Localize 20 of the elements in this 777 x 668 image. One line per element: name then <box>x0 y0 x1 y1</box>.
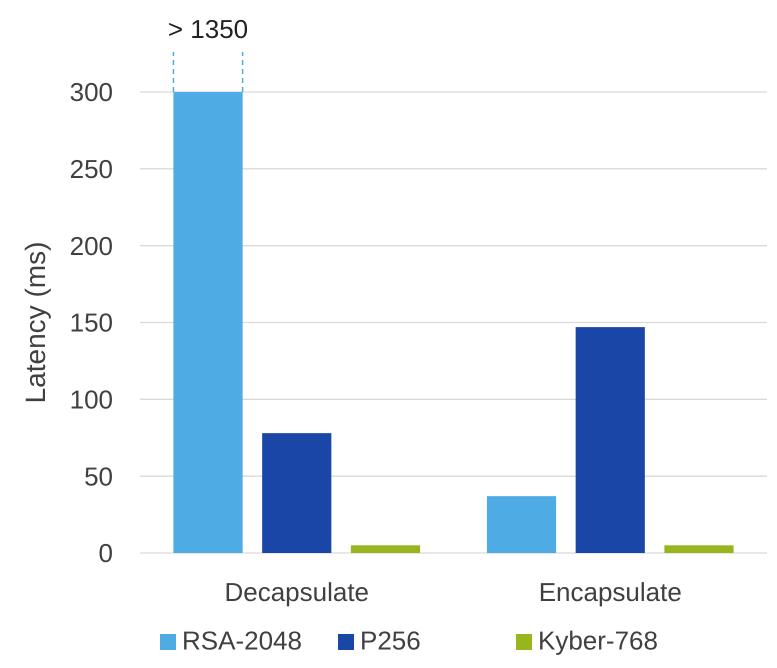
y-tick-label: 250 <box>70 154 113 184</box>
legend-label: P256 <box>360 625 421 656</box>
y-tick-label: 50 <box>84 461 113 492</box>
x-tick-label: Encapsulate <box>538 577 682 607</box>
legend-label: Kyber-768 <box>538 625 658 656</box>
y-axis-title: Latency (ms) <box>20 242 51 404</box>
bar <box>664 545 734 553</box>
bar <box>486 496 556 553</box>
y-tick-label: 300 <box>70 77 113 108</box>
y-tick-label: 150 <box>70 308 113 338</box>
text: > 1350 <box>168 14 248 44</box>
x-tick-label: Decapsulate <box>224 577 370 607</box>
legend-label: RSA-2048 <box>182 625 302 656</box>
y-tick-label: 100 <box>70 384 113 414</box>
bar <box>262 433 332 553</box>
bar <box>350 545 420 553</box>
y-tick-label: 200 <box>70 230 113 261</box>
y-tick-label: 0 <box>98 538 113 568</box>
bar <box>173 92 243 553</box>
bar <box>576 327 645 553</box>
